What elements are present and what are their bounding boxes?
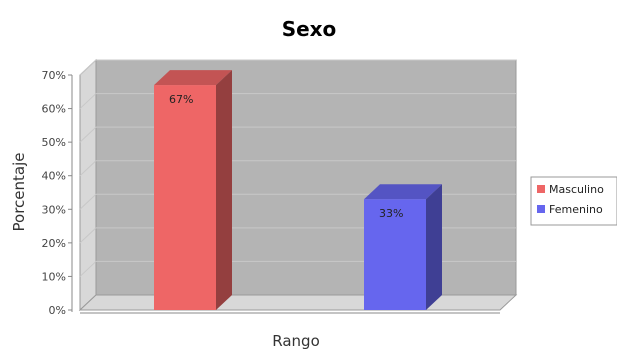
bar-top <box>154 70 232 86</box>
gridline <box>79 126 97 143</box>
y-tick-label: 60% <box>42 103 66 116</box>
y-tick-label: 70% <box>42 69 66 82</box>
gridline <box>79 93 97 109</box>
gridline <box>79 193 97 210</box>
x-axis-label: Rango <box>272 332 320 350</box>
y-tick-label: 10% <box>42 270 66 283</box>
y-axis-label: Porcentaje <box>10 153 28 232</box>
gridline <box>79 160 97 177</box>
bars: 67% 33% <box>154 70 442 310</box>
legend: Masculino Femenino <box>530 176 617 226</box>
y-tick-label: 50% <box>42 136 66 149</box>
y-tick-label: 40% <box>42 170 66 183</box>
plot-side-wall <box>79 58 97 312</box>
legend-swatch <box>537 185 545 193</box>
bar-front <box>154 85 216 310</box>
y-axis: 0% 10% 20% 30% 40% 50% 60% 70% <box>42 69 73 317</box>
bar-masculino: 67% <box>154 70 232 310</box>
plot-floor <box>78 294 518 311</box>
gridline <box>79 227 97 244</box>
legend-label: Femenino <box>549 203 603 216</box>
gridline <box>79 59 97 76</box>
legend-label: Masculino <box>549 183 604 196</box>
y-tick-label: 0% <box>49 304 66 317</box>
y-tick-label: 20% <box>42 237 66 250</box>
legend-box <box>530 176 617 226</box>
chart-title: Sexo <box>282 17 337 41</box>
bar-side <box>216 70 232 310</box>
y-tick-label: 30% <box>42 203 66 216</box>
bar-front <box>364 199 426 310</box>
legend-swatch <box>537 205 545 213</box>
data-label: 33% <box>379 207 403 220</box>
bar-top <box>364 184 442 200</box>
bar-side <box>426 184 442 310</box>
bar-femenino: 33% <box>364 184 442 310</box>
data-label: 67% <box>169 93 193 106</box>
gridline <box>79 261 97 277</box>
